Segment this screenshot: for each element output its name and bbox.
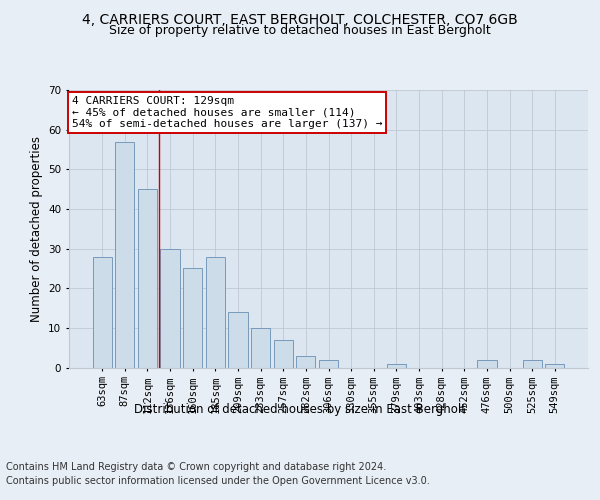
Text: 4, CARRIERS COURT, EAST BERGHOLT, COLCHESTER, CO7 6GB: 4, CARRIERS COURT, EAST BERGHOLT, COLCHE… bbox=[82, 12, 518, 26]
Bar bbox=[387, 364, 406, 368]
Bar bbox=[138, 189, 157, 368]
Y-axis label: Number of detached properties: Number of detached properties bbox=[29, 136, 43, 322]
Text: 4 CARRIERS COURT: 129sqm
← 45% of detached houses are smaller (114)
54% of semi-: 4 CARRIERS COURT: 129sqm ← 45% of detach… bbox=[71, 96, 382, 128]
Bar bbox=[319, 360, 338, 368]
Bar bbox=[296, 356, 316, 368]
Text: Contains HM Land Registry data © Crown copyright and database right 2024.: Contains HM Land Registry data © Crown c… bbox=[6, 462, 386, 472]
Bar bbox=[183, 268, 202, 368]
Bar bbox=[251, 328, 270, 368]
Bar bbox=[229, 312, 248, 368]
Bar bbox=[274, 340, 293, 367]
Bar bbox=[206, 256, 225, 368]
Text: Distribution of detached houses by size in East Bergholt: Distribution of detached houses by size … bbox=[134, 402, 466, 415]
Bar bbox=[92, 256, 112, 368]
Bar bbox=[115, 142, 134, 368]
Bar bbox=[477, 360, 497, 368]
Text: Size of property relative to detached houses in East Bergholt: Size of property relative to detached ho… bbox=[109, 24, 491, 37]
Bar bbox=[523, 360, 542, 368]
Bar bbox=[545, 364, 565, 368]
Text: Contains public sector information licensed under the Open Government Licence v3: Contains public sector information licen… bbox=[6, 476, 430, 486]
Bar bbox=[160, 248, 180, 368]
